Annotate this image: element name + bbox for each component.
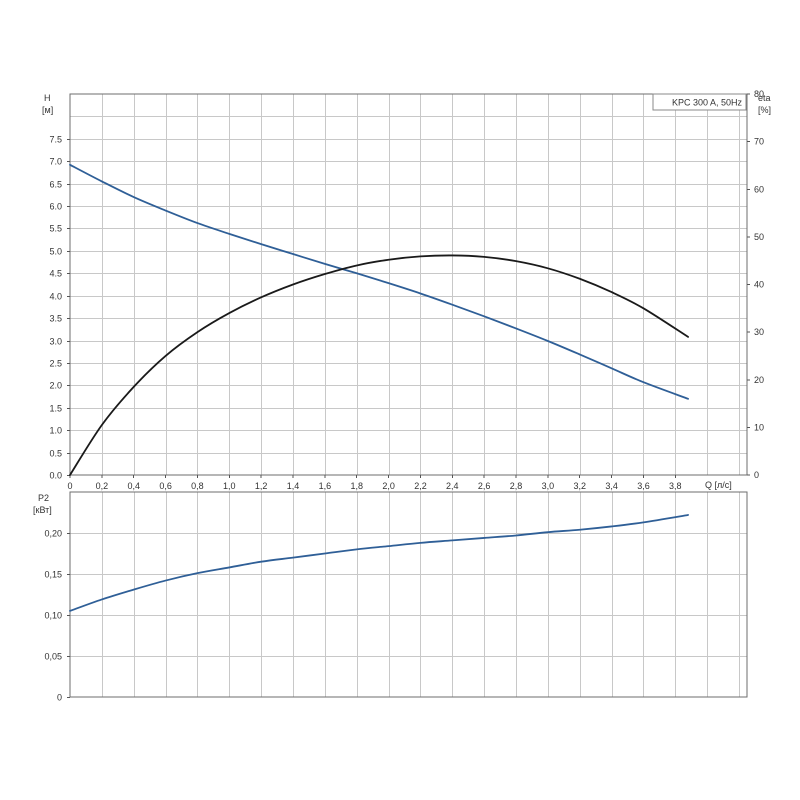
x-tick-label: 3,8 — [669, 481, 682, 491]
x-tick-label: 2,8 — [510, 481, 523, 491]
y2-axis-label: eta — [758, 93, 771, 103]
efficiency-curve — [69, 254, 689, 476]
x-tick-label: 0,8 — [191, 481, 204, 491]
top-y2-ticks: 0 10 20 30 40 50 60 70 80 — [747, 89, 764, 480]
x-tick-label: 2,2 — [414, 481, 427, 491]
legend-box — [652, 93, 747, 111]
y2-axis-unit: [%] — [758, 105, 771, 115]
x-tick-label: 1,6 — [319, 481, 332, 491]
bottom-series — [69, 514, 689, 612]
y2-tick-label: 20 — [754, 375, 764, 385]
top-x-ticks: 0 0,2 0,4 0,6 0,8 1,0 1,2 1,4 1,6 1,8 2,0 2,2 2,4 2,6… — [67, 475, 682, 491]
y-axis-unit: [м] — [42, 105, 53, 115]
x-tick-label: 2,4 — [446, 481, 459, 491]
y-tick-label: 6.0 — [49, 202, 62, 212]
y-tick-label: 5.0 — [49, 247, 62, 257]
y-tick-label: 1.0 — [49, 426, 62, 436]
x-tick-label: 0,4 — [127, 481, 140, 491]
p2-tick-label: 0,10 — [44, 611, 62, 621]
top-y-ticks: 0.0 0.5 1.0 1.5 2.0 2.5 3.0 3.5 4.0 4.5 5.0 5.5 6.0 6… — [49, 135, 70, 481]
y-tick-label: 2.0 — [49, 381, 62, 391]
legend-box-text: KPC 300 A, 50Hz — [672, 98, 743, 108]
bottom-grid — [70, 492, 747, 697]
y-tick-label: 7.0 — [49, 157, 62, 167]
x-tick-label: 2,0 — [382, 481, 395, 491]
bottom-plot-frame — [69, 491, 748, 698]
x-tick-label: 0 — [67, 481, 72, 491]
x-axis-label: Q [л/с] — [705, 480, 732, 490]
y-tick-label: 1.5 — [49, 404, 62, 414]
x-tick-label: 1,8 — [350, 481, 363, 491]
p2-axis-unit: [кВт] — [33, 505, 52, 515]
y-tick-label: 5.5 — [49, 224, 62, 234]
y-tick-label: 6.5 — [49, 180, 62, 190]
x-tick-label: 0,6 — [159, 481, 172, 491]
y2-tick-label: 80 — [754, 89, 764, 99]
p2-axis-label: P2 — [38, 493, 49, 503]
y-tick-label: 7.5 — [49, 135, 62, 145]
power-panel: 0 0,05 0,10 0,15 0,20 P2 [кВт] — [33, 491, 748, 703]
y-tick-label: 0.0 — [49, 471, 62, 481]
y-axis-label: H — [44, 93, 51, 103]
y-tick-label: 3.5 — [49, 314, 62, 324]
x-tick-label: 3,6 — [637, 481, 650, 491]
top-grid — [70, 94, 747, 475]
y2-tick-label: 50 — [754, 232, 764, 242]
y-tick-label: 4.5 — [49, 269, 62, 279]
head-curve — [69, 163, 689, 400]
y-tick-label: 4.0 — [49, 292, 62, 302]
x-tick-label: 3,2 — [573, 481, 586, 491]
power-curve — [69, 514, 689, 612]
x-tick-label: 2,6 — [478, 481, 491, 491]
y2-tick-label: 10 — [754, 422, 764, 432]
p2-tick-label: 0,20 — [44, 529, 62, 539]
y-tick-label: 2.5 — [49, 359, 62, 369]
x-tick-label: 1,4 — [287, 481, 300, 491]
top-series — [69, 163, 689, 476]
x-tick-label: 0,2 — [96, 481, 109, 491]
x-tick-label: 1,0 — [223, 481, 236, 491]
y2-tick-label: 0 — [754, 470, 759, 480]
y-tick-label: 0.5 — [49, 449, 62, 459]
p2-tick-label: 0 — [57, 693, 62, 703]
bottom-y-ticks: 0 0,05 0,10 0,15 0,20 — [44, 529, 70, 703]
y2-tick-label: 40 — [754, 280, 764, 290]
y2-tick-label: 30 — [754, 327, 764, 337]
x-tick-label: 3,0 — [542, 481, 555, 491]
y2-tick-label: 60 — [754, 184, 764, 194]
p2-tick-label: 0,15 — [44, 570, 62, 580]
p2-tick-label: 0,05 — [44, 652, 62, 662]
y2-tick-label: 70 — [754, 137, 764, 147]
x-tick-label: 3,4 — [605, 481, 618, 491]
x-tick-label: 1,2 — [255, 481, 268, 491]
y-tick-label: 3.0 — [49, 337, 62, 347]
head-efficiency-panel: 0 0,2 0,4 0,6 0,8 1,0 1,2 1,4 1,6 1,8 2,0 2,2 2,4 2,6… — [42, 89, 771, 491]
